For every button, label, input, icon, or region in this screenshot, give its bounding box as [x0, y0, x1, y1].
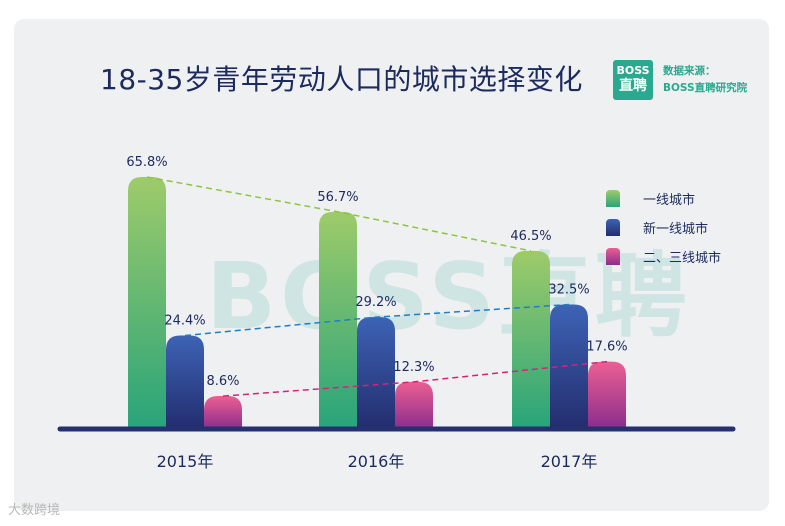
bar-tier23-1 [395, 381, 433, 429]
data-label: 56.7% [317, 190, 358, 205]
data-label: 17.6% [586, 340, 627, 355]
x-tick-label: 2015年 [157, 452, 214, 471]
logo-line2: 直聘 [619, 78, 647, 94]
legend-label: 新一线城市 [643, 222, 709, 237]
legend-item-tier1: 一线城市 [606, 184, 721, 213]
logo-line1: BOSS [616, 64, 650, 77]
boss-logo: BOSS 直聘 [613, 60, 653, 100]
legend: 一线城市 新一线城市 二、三线城市 [606, 184, 721, 271]
footer-watermark: 大数跨境 [8, 503, 61, 518]
legend-item-newtier1: 新一线城市 [606, 213, 721, 242]
data-label: 32.5% [548, 283, 589, 298]
chart-title: 18-35岁青年劳动人口的城市选择变化 [100, 63, 583, 96]
legend-item-tier23: 二、三线城市 [606, 242, 721, 271]
x-tick-label: 2017年 [541, 452, 598, 471]
legend-swatch [606, 219, 620, 236]
data-label: 8.6% [206, 374, 239, 389]
bar-tier23-2 [588, 361, 626, 429]
data-source: 数据来源： BOSS直聘研究院 [663, 63, 747, 97]
bar-tier23-0 [204, 396, 242, 429]
bar-newtier1-0 [166, 335, 204, 429]
source-name: BOSS直聘研究院 [663, 82, 748, 94]
legend-swatch [606, 248, 620, 265]
trend-line-tier1 [146, 176, 532, 252]
bar-newtier1-2 [550, 304, 588, 429]
data-label: 29.2% [355, 295, 396, 310]
data-label: 24.4% [164, 314, 205, 329]
trend-line-tier23 [222, 360, 608, 397]
legend-label: 一线城市 [643, 193, 696, 208]
data-label: 46.5% [510, 229, 551, 244]
legend-swatch [606, 190, 620, 207]
data-label: 65.8% [126, 155, 167, 170]
bar-newtier1-1 [357, 317, 395, 429]
bar-tier1-2 [512, 250, 550, 429]
x-tick-label: 2016年 [348, 452, 405, 471]
bar-tier1-0 [128, 176, 166, 429]
data-label: 12.3% [393, 360, 434, 375]
legend-label: 二、三线城市 [643, 251, 722, 266]
trend-line-newtier1 [184, 303, 570, 337]
source-label: 数据来源： [663, 65, 716, 77]
